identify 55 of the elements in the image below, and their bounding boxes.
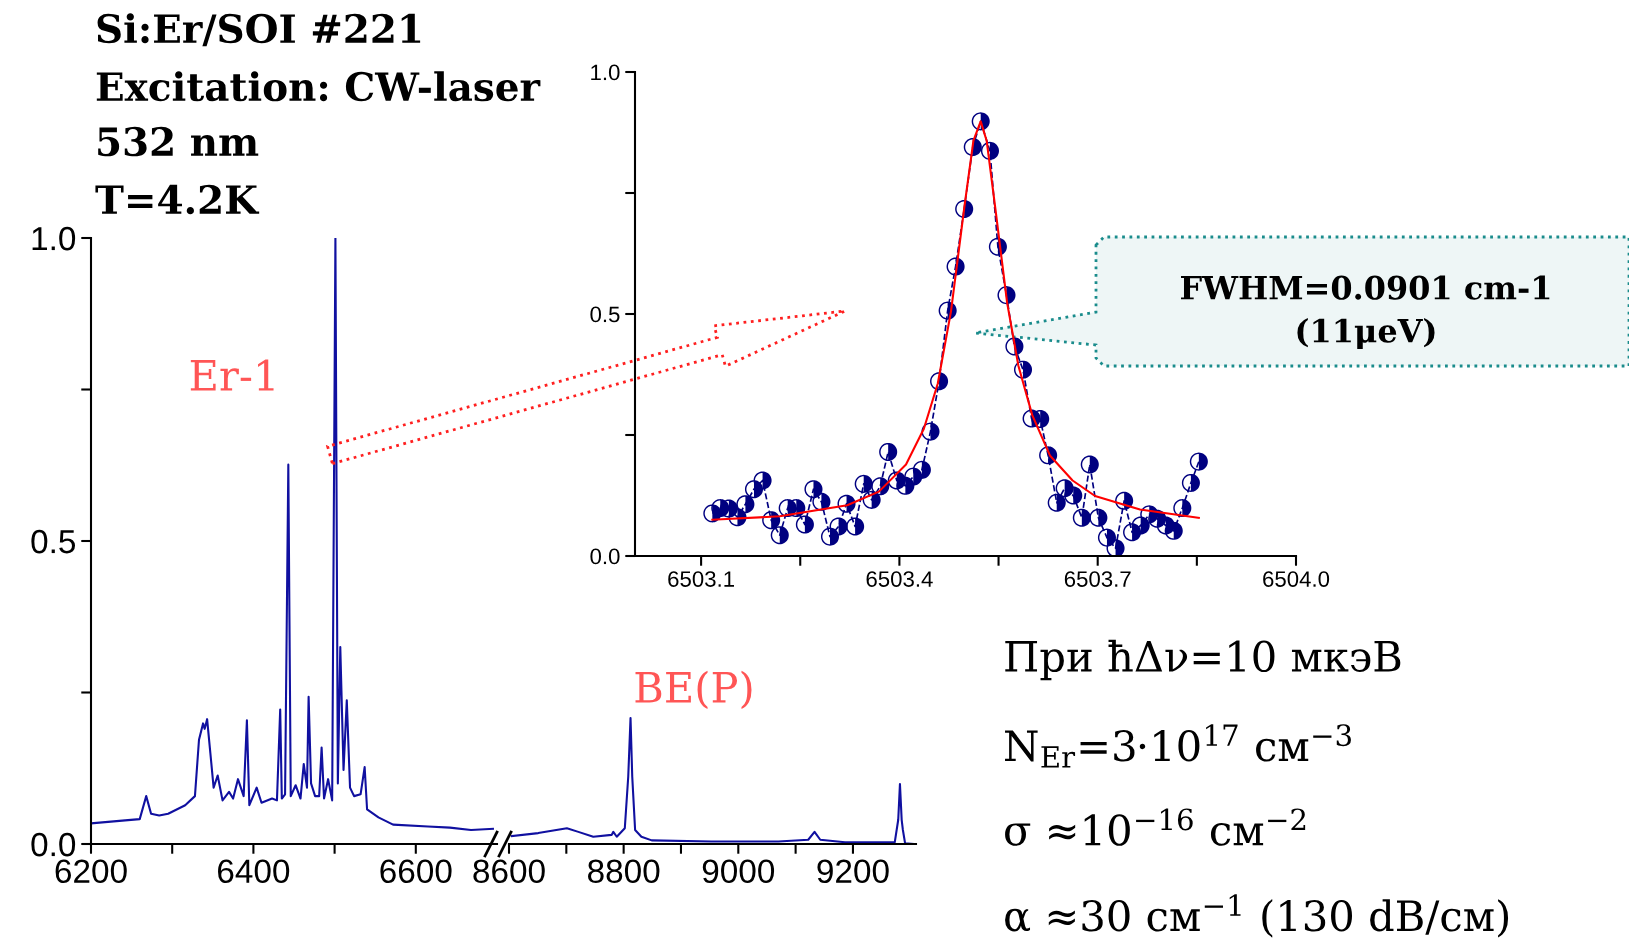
x-tick-label: 6600 xyxy=(380,859,452,884)
point xyxy=(1080,455,1099,474)
text: σ ≈10$^{−16}$ см$^{−2}$ xyxy=(1005,808,1306,846)
text: Excitation: CW-laser xyxy=(96,71,541,102)
text: 532 nm xyxy=(98,126,259,157)
text: α ≈30 см$^{−1}$ (130 dB/см) xyxy=(1005,894,1509,938)
point xyxy=(930,372,949,391)
annotation: FWHM=0.0901 cm-1 (11μeV) xyxy=(1181,275,1550,349)
point xyxy=(921,422,940,441)
point xyxy=(879,442,898,461)
point xyxy=(1089,508,1108,527)
y-tick-label: 1.0 xyxy=(32,226,76,251)
point xyxy=(980,141,999,160)
point xyxy=(846,517,865,536)
point xyxy=(1047,493,1066,512)
point xyxy=(804,480,823,499)
point xyxy=(1031,410,1050,429)
point xyxy=(854,474,873,493)
point xyxy=(1164,521,1183,540)
point xyxy=(829,517,848,536)
x-tick-label: 9000 xyxy=(702,859,775,884)
x-tick-label: 6503.7 xyxy=(1064,571,1131,587)
text: T=4.2K xyxy=(95,184,260,215)
annotation: Er-1 xyxy=(190,359,274,391)
point xyxy=(820,527,840,546)
x-tick-label: 6503.4 xyxy=(866,571,933,587)
x-tick-label: 6200 xyxy=(55,859,127,884)
text: Si:Er/SOI #221 xyxy=(97,13,421,47)
x-tick-label: 9200 xyxy=(817,859,889,884)
point xyxy=(753,471,772,490)
line-series xyxy=(91,238,494,832)
y-tick-label: 0.0 xyxy=(31,832,76,857)
point xyxy=(1064,486,1083,505)
y-tick-label: 0.5 xyxy=(31,529,76,554)
point xyxy=(1072,508,1091,527)
x-tick-label: 6504.0 xyxy=(1263,571,1330,587)
y-tick-label: 0.5 xyxy=(590,306,620,323)
x-tick-label: 6400 xyxy=(218,859,290,884)
point xyxy=(1173,499,1192,518)
point xyxy=(770,526,789,545)
point xyxy=(912,460,931,479)
text: N$_{Er}$=3·10$^{17}$ см$^{−3}$ xyxy=(1005,724,1351,768)
x-tick-label: 8600 xyxy=(473,859,545,884)
point xyxy=(1189,452,1208,471)
y-tick-label: 1.0 xyxy=(591,64,620,81)
point xyxy=(1013,360,1033,379)
point xyxy=(795,515,814,534)
x-tick-label: 8800 xyxy=(588,859,660,884)
point xyxy=(736,495,755,514)
point xyxy=(1181,473,1200,492)
text: При ħΔν=10 мкэВ xyxy=(1005,639,1401,681)
x-tick-label: 6503.1 xyxy=(668,571,734,587)
y-tick-label: 0.0 xyxy=(590,548,620,565)
point xyxy=(1106,539,1125,556)
annotation: BE(P) xyxy=(635,670,752,709)
